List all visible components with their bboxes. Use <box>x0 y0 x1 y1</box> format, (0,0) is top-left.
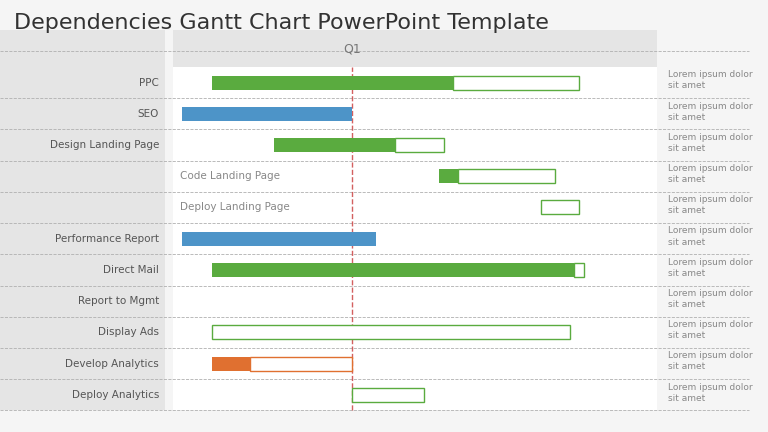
Text: Lorem ipsum dolor
sit amet: Lorem ipsum dolor sit amet <box>668 195 753 215</box>
Text: Design Landing Page: Design Landing Page <box>50 140 159 150</box>
Text: Performance Report: Performance Report <box>55 234 159 244</box>
Text: Lorem ipsum dolor
sit amet: Lorem ipsum dolor sit amet <box>668 102 753 122</box>
Text: Develop Analytics: Develop Analytics <box>65 359 159 368</box>
Text: Lorem ipsum dolor
sit amet: Lorem ipsum dolor sit amet <box>668 258 753 278</box>
Text: PPC: PPC <box>139 78 159 88</box>
Text: Direct Mail: Direct Mail <box>103 265 159 275</box>
Text: Deploy Analytics: Deploy Analytics <box>71 390 159 400</box>
Text: Code Landing Page: Code Landing Page <box>180 171 280 181</box>
Text: Display Ads: Display Ads <box>98 327 159 337</box>
Text: Lorem ipsum dolor
sit amet: Lorem ipsum dolor sit amet <box>668 226 753 247</box>
Text: Lorem ipsum dolor
sit amet: Lorem ipsum dolor sit amet <box>668 351 753 372</box>
Text: Lorem ipsum dolor
sit amet: Lorem ipsum dolor sit amet <box>668 383 753 403</box>
Text: Dependencies Gantt Chart PowerPoint Template: Dependencies Gantt Chart PowerPoint Temp… <box>14 13 548 33</box>
Text: Deploy Landing Page: Deploy Landing Page <box>180 203 290 213</box>
Text: Lorem ipsum dolor
sit amet: Lorem ipsum dolor sit amet <box>668 289 753 309</box>
Text: Lorem ipsum dolor
sit amet: Lorem ipsum dolor sit amet <box>668 164 753 184</box>
Text: Lorem ipsum dolor
sit amet: Lorem ipsum dolor sit amet <box>668 133 753 153</box>
Text: Report to Mgmt: Report to Mgmt <box>78 296 159 306</box>
Text: SEO: SEO <box>137 109 159 119</box>
Text: Lorem ipsum dolor
sit amet: Lorem ipsum dolor sit amet <box>668 70 753 90</box>
Text: Q1: Q1 <box>343 42 361 55</box>
Text: Lorem ipsum dolor
sit amet: Lorem ipsum dolor sit amet <box>668 320 753 340</box>
